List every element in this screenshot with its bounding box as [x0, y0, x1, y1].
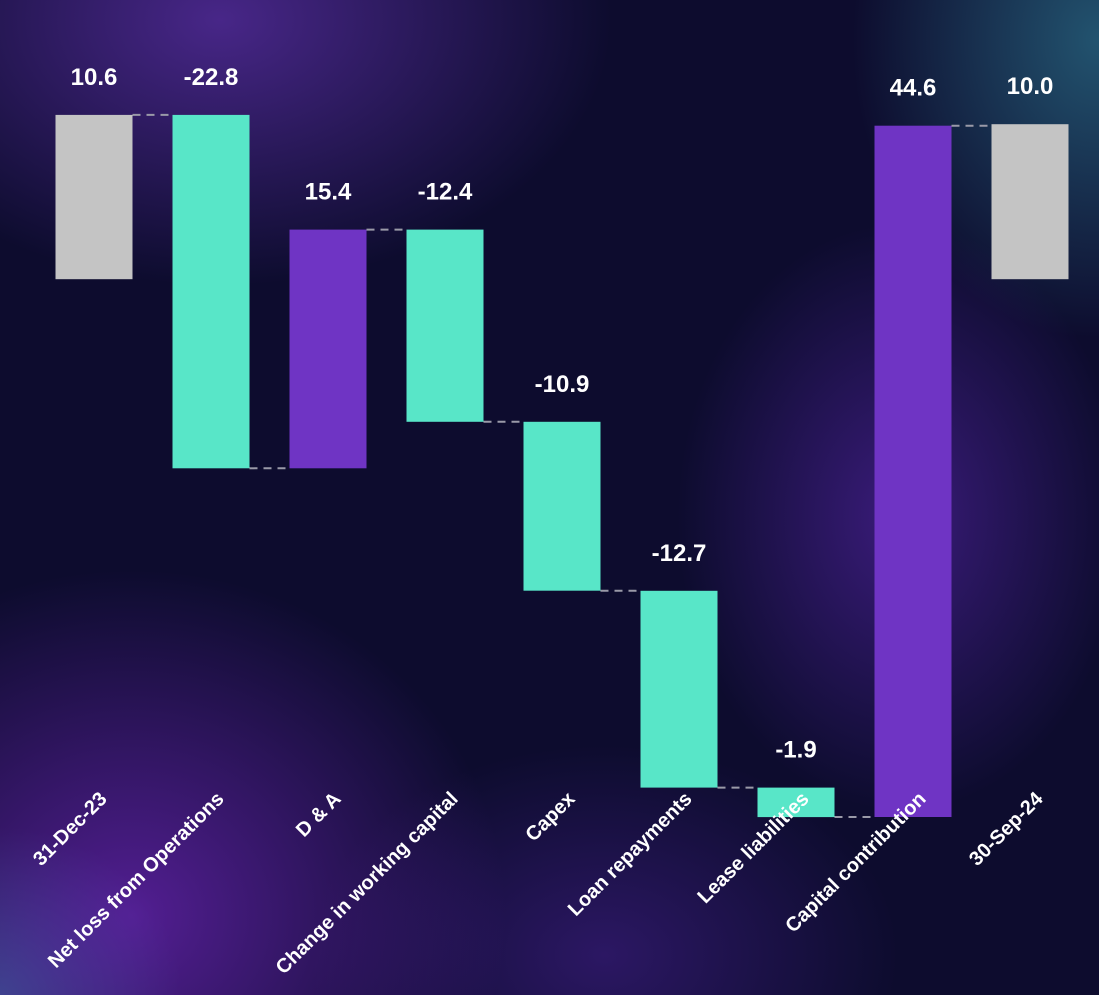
- bar-capex: [523, 421, 601, 591]
- bar-lease-liabilities: [757, 787, 835, 818]
- bar-net-loss-from-operations: [172, 114, 250, 469]
- bar-change-in-working-capital: [406, 229, 484, 422]
- bar-loan-repayments: [640, 590, 718, 788]
- category-label-30-sep-24: 30-Sep-24: [965, 787, 1048, 870]
- value-labels: 10.6 -22.8 15.4 -12.4 -10.9 -12.7 -1.9 44.6 10.0: [71, 64, 1054, 764]
- value-label-capex: -10.9: [535, 371, 590, 398]
- category-label-d-and-a: D & A: [292, 788, 346, 842]
- category-label-capex: Capex: [522, 788, 580, 846]
- value-label-capital-contribution: 44.6: [890, 75, 937, 102]
- bar-capital-contribution: [874, 125, 952, 817]
- bar-31-dec-23: [55, 114, 133, 280]
- value-label-31-dec-23: 10.6: [71, 64, 118, 91]
- category-label-loan-repayments: Loan repayments: [564, 788, 697, 921]
- connector-lines: [132, 113, 992, 818]
- value-label-lease-liabilities: -1.9: [775, 737, 816, 764]
- value-label-change-in-working-capital: -12.4: [418, 179, 473, 206]
- value-label-30-sep-24: 10.0: [1007, 73, 1054, 100]
- category-label-lease-liabilities: Lease liabilities: [693, 788, 813, 908]
- category-label-31-dec-23: 31-Dec-23: [29, 788, 111, 870]
- value-label-loan-repayments: -12.7: [652, 540, 707, 567]
- value-label-d-and-a: 15.4: [305, 179, 352, 206]
- value-label-net-loss-from-operations: -22.8: [184, 64, 239, 91]
- bar-30-sep-24: [991, 124, 1069, 280]
- bar-d-and-a: [289, 229, 367, 469]
- bars: [55, 114, 1069, 818]
